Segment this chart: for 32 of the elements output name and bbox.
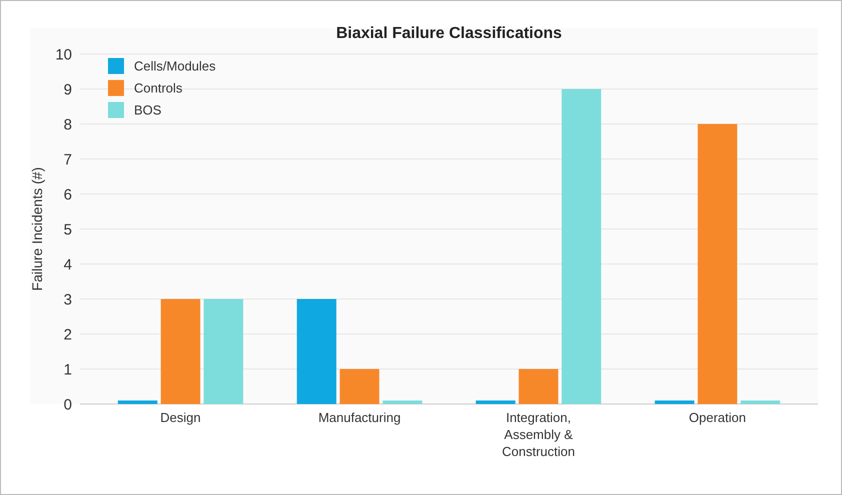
bar (654, 400, 694, 404)
bar (382, 400, 422, 404)
chart-title: Biaxial Failure Classifications (336, 25, 562, 42)
bar (204, 299, 244, 404)
legend-label: Cells/Modules (134, 58, 216, 74)
y-tick-label: 9 (64, 81, 72, 98)
bar (698, 124, 738, 404)
bar (518, 369, 558, 404)
y-tick-label: 3 (64, 291, 72, 308)
legend-label: BOS (134, 102, 162, 118)
y-tick-label: 2 (64, 326, 72, 344)
y-tick-label: 0 (64, 396, 72, 414)
bar (118, 400, 158, 404)
bar (296, 299, 336, 404)
x-tick-label: Operation (688, 410, 746, 425)
bar (340, 369, 380, 404)
y-tick-label: 8 (64, 116, 72, 134)
x-tick-label: Integration, Assembly & Construction (502, 410, 575, 459)
y-tick-label: 4 (64, 256, 72, 274)
y-tick-label: 1 (64, 361, 72, 378)
bar (160, 299, 200, 404)
y-tick-label: 10 (55, 46, 72, 64)
x-tick-label: Manufacturing (318, 410, 401, 425)
legend-label: Controls (134, 80, 183, 96)
bar (562, 89, 602, 404)
y-tick-label: 5 (64, 221, 72, 238)
bar (740, 400, 780, 404)
bar (476, 400, 516, 404)
y-axis-title: Failure Incidents (#) (29, 167, 45, 291)
y-tick-label: 7 (64, 151, 72, 168)
x-tick-label: Design (160, 410, 201, 425)
y-tick-label: 6 (64, 186, 72, 204)
